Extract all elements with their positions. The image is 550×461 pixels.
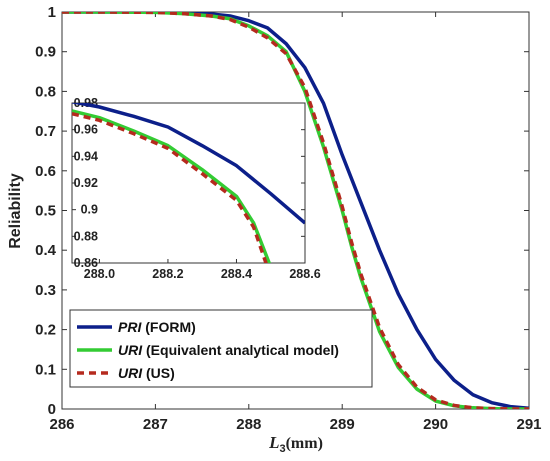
x-tick-label: 289 (330, 416, 355, 433)
inset-x-tick-label: 288.4 (221, 267, 252, 281)
legend-entry-pri-form: PRI (FORM) (77, 319, 196, 335)
legend-label-suffix: (US) (142, 365, 175, 381)
x-axis-label-variable: L (268, 433, 279, 452)
legend-label-prefix: URI (118, 365, 143, 381)
legend-label: PRI (FORM) (118, 319, 196, 335)
legend-label-suffix: (FORM) (141, 319, 195, 335)
inset-y-tick-label: 0.94 (74, 149, 98, 163)
x-tick-label: 291 (516, 416, 541, 433)
y-tick-label: 0.9 (35, 44, 56, 61)
inset-y-tick-label: 0.96 (74, 123, 98, 137)
x-axis-label-subscript: 3 (279, 443, 285, 455)
y-tick-label: 0.5 (35, 203, 56, 220)
main-series-lines (62, 12, 529, 409)
y-tick-label: 0 (48, 401, 56, 418)
legend-box (69, 309, 373, 388)
x-tick-label: 290 (423, 416, 448, 433)
x-axis-label: L3(mm) (268, 433, 323, 455)
inset-x-tick-label: 288.2 (152, 267, 183, 281)
inset-y-tick-label: 0.86 (74, 256, 98, 270)
inset-series-lines (72, 103, 305, 263)
y-axis-label: Reliability (7, 173, 24, 249)
y-axis: 0 0.1 0.2 0.3 0.4 0.5 0.6 0.7 0.8 0.9 1 (35, 4, 529, 418)
y-tick-label: 0.1 (35, 361, 56, 378)
y-tick-label: 1 (48, 4, 56, 21)
y-tick-label: 0.4 (35, 242, 57, 259)
legend: PRI (FORM) URI (Equivalent analytical mod… (69, 309, 373, 388)
y-tick-label: 0.7 (35, 123, 56, 140)
y-tick-label: 0.8 (35, 83, 56, 100)
y-tick-label: 0.3 (35, 282, 56, 299)
inset-series-pri-form-line (72, 103, 305, 225)
inset-y-tick-label: 0.9 (81, 203, 98, 217)
legend-entry-uri-us: URI (US) (77, 365, 175, 381)
legend-label-prefix: PRI (118, 319, 142, 335)
y-tick-label: 0.6 (35, 163, 56, 180)
x-tick-label: 288 (236, 416, 261, 433)
inset-series-uri-us-line (72, 111, 268, 263)
inset-plot-area (71, 102, 306, 264)
x-axis-label-unit: (mm) (286, 435, 323, 452)
inset-y-tick-label: 0.92 (74, 176, 98, 190)
legend-label: URI (US) (118, 365, 175, 381)
legend-label-prefix: URI (118, 342, 143, 358)
inset-series-uri-equivalent-line (72, 109, 272, 263)
x-tick-label: 286 (49, 416, 74, 433)
inset-zoom-plot: 0.860.880.90.920.940.960.98 288.0 288.2 28… (71, 96, 321, 281)
x-tick-label: 287 (143, 416, 168, 433)
series-uri-us-line (62, 12, 529, 409)
legend-entry-uri-equivalent: URI (Equivalent analytical model) (77, 342, 339, 358)
legend-label: URI (Equivalent analytical model) (118, 342, 339, 358)
inset-x-tick-label: 288.6 (289, 267, 320, 281)
legend-label-suffix: (Equivalent analytical model) (142, 342, 339, 358)
inset-x-tick-label: 288.0 (84, 267, 115, 281)
x-axis: 286 287 288 289 290 291 (49, 12, 542, 433)
inset-y-tick-label: 0.88 (74, 229, 98, 243)
inset-x-axis: 288.0 288.2 288.4 288.6 (84, 259, 321, 281)
y-tick-label: 0.2 (35, 322, 56, 339)
